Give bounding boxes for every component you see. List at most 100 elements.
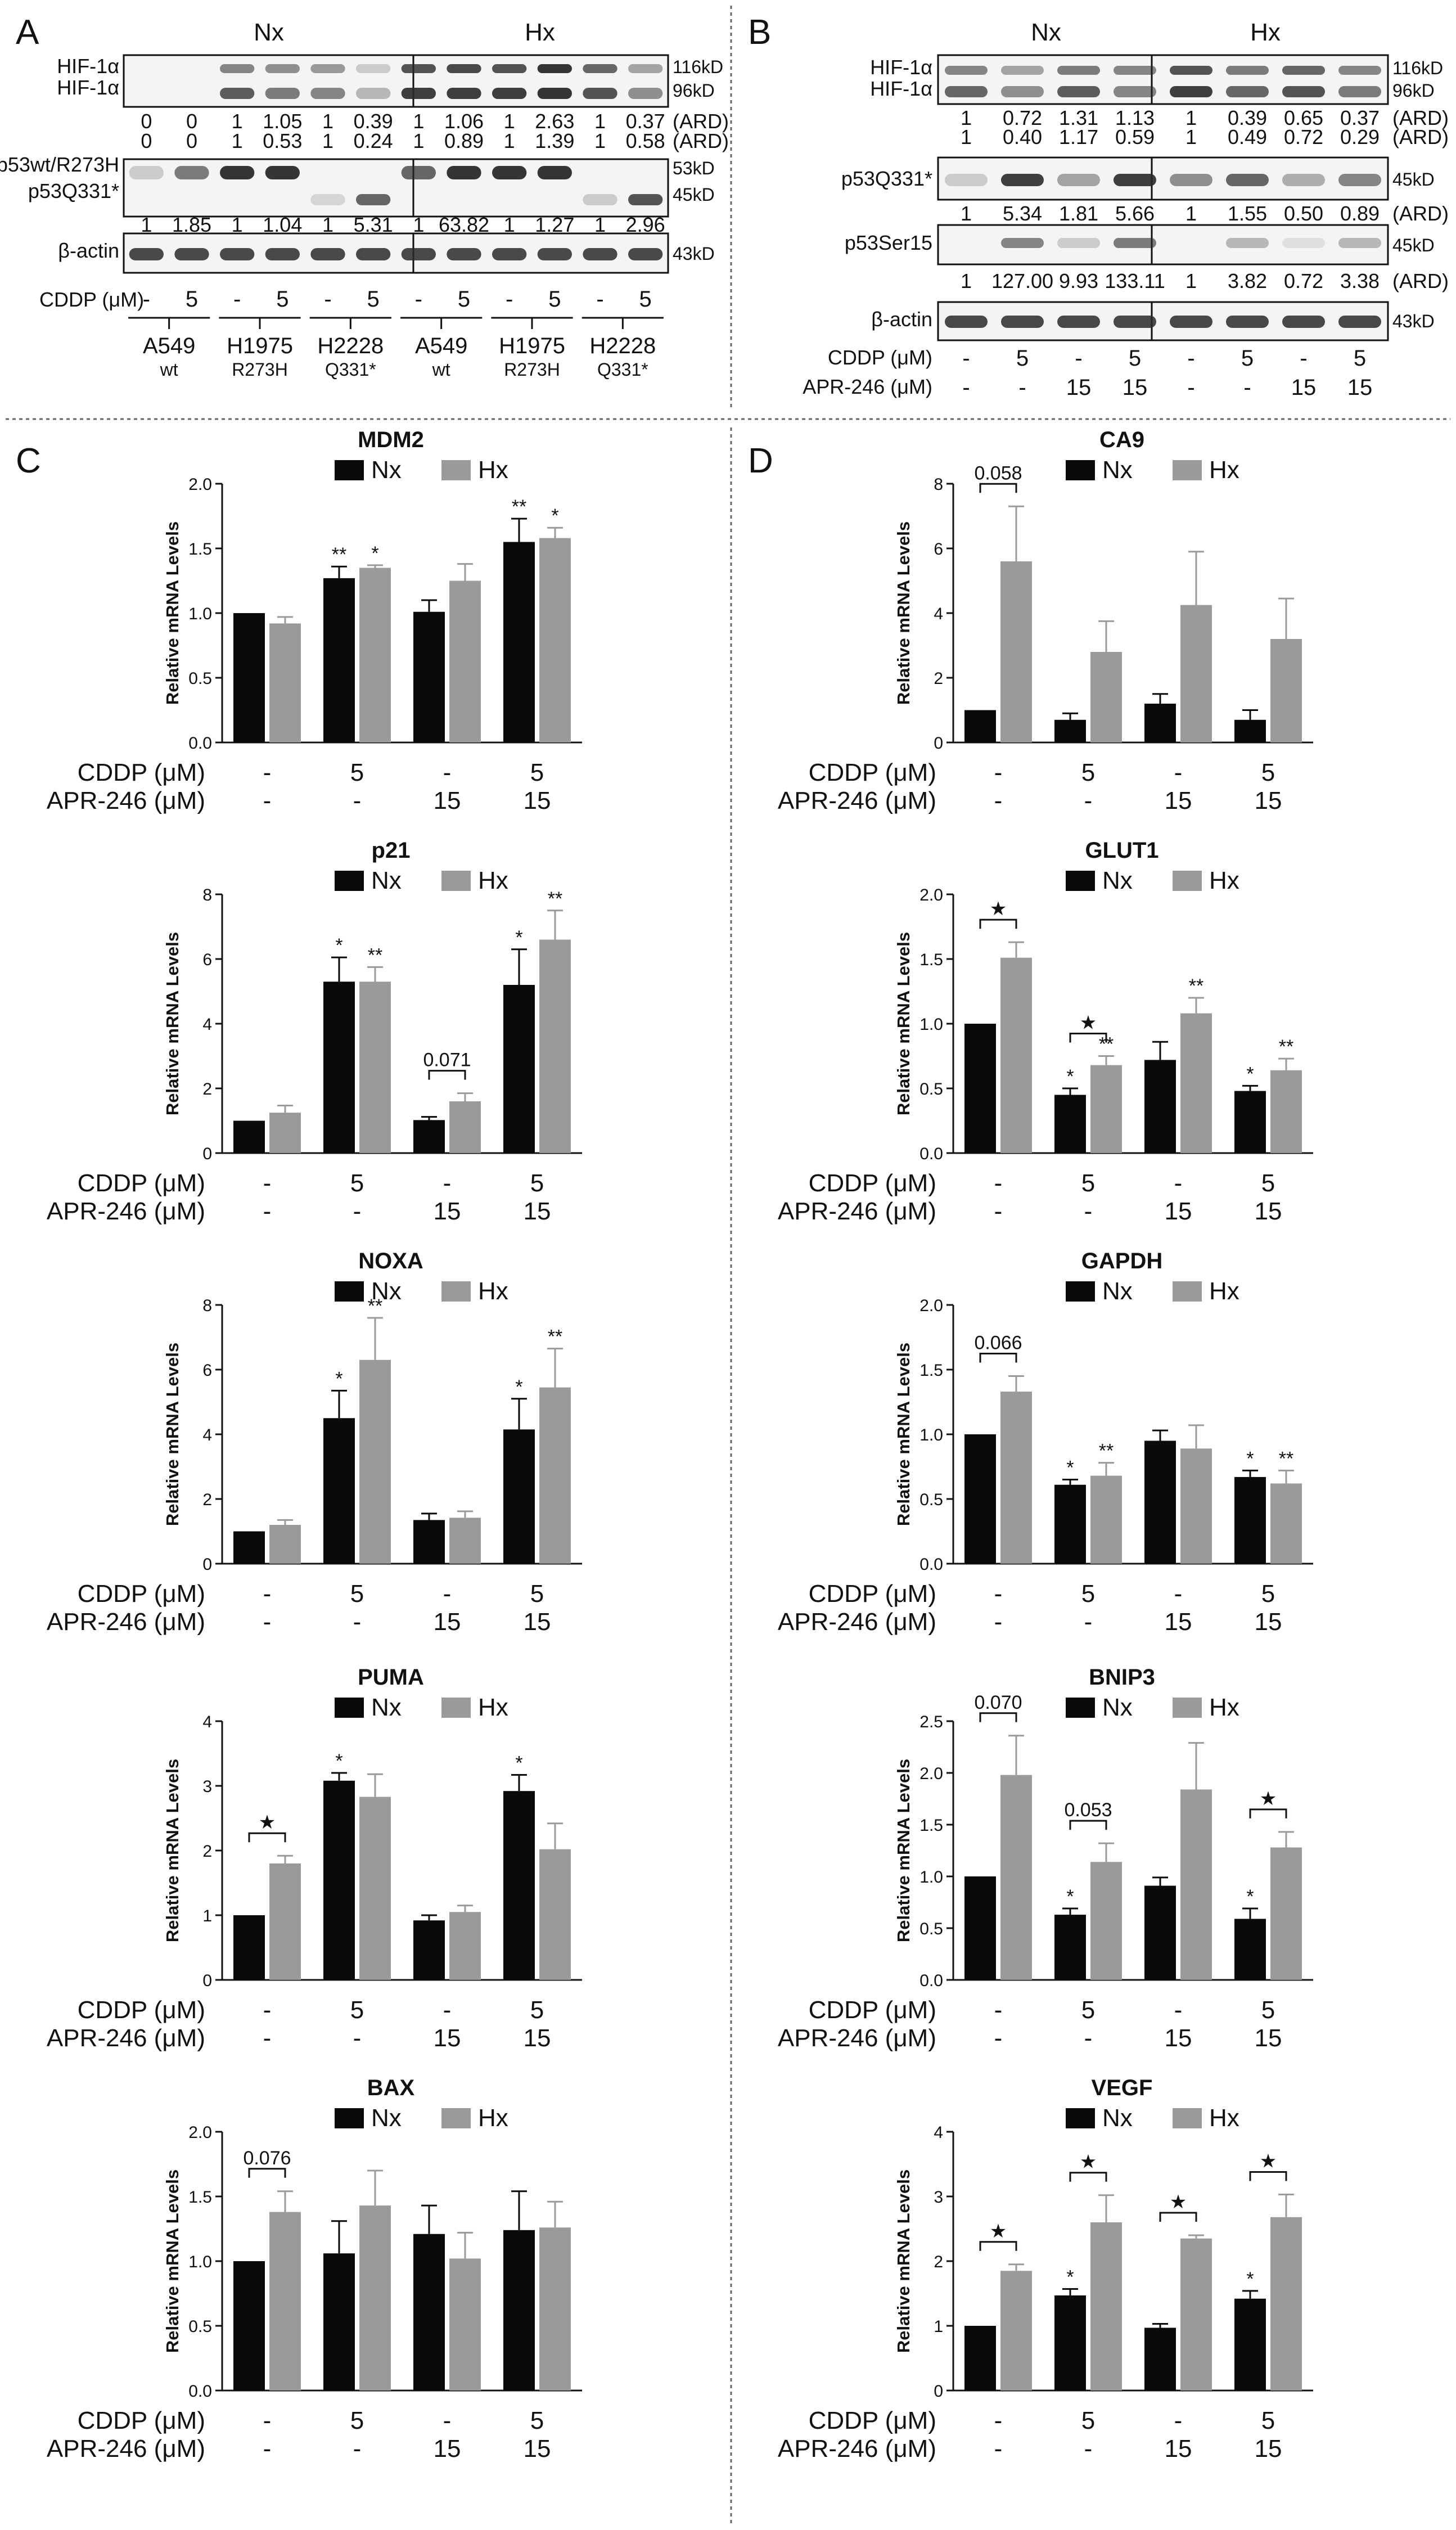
chart-ca9: CA9 Nx Hx 0 2 4 6 8 Relative mRNA Levels 0.058 CDD…	[778, 427, 1313, 814]
blot-a-hif-upper-band-4	[310, 64, 345, 73]
chart-3-bar-nx-1	[323, 1780, 355, 1980]
chart-0-sig-hx-3: *	[551, 505, 558, 526]
chart-9-legend-hx-label: Hx	[1209, 2104, 1239, 2132]
chart-0-bar-hx-3	[539, 538, 571, 742]
blot-a-actin-band-0	[129, 248, 164, 260]
blot-b-hif-upper-band-5	[1226, 66, 1269, 75]
blot-a-cddp-8: -	[506, 287, 513, 312]
chart-5-ytick-label-3: 6	[934, 540, 943, 559]
chart-5-bar-hx-3	[1270, 639, 1302, 742]
chart-1-legend-hx-label: Hx	[478, 867, 508, 894]
blot-b-apr-4: -	[1187, 375, 1194, 400]
chart-7-legend-nx-label: Nx	[1102, 1277, 1133, 1305]
chart-5-bracket-label-0: 0.058	[974, 462, 1022, 484]
blot-a-protein-label-4: β-actin	[58, 239, 119, 262]
blot-a-actin-band-6	[401, 248, 436, 260]
blot-a-genotype-3: wt	[432, 359, 450, 380]
chart-5-ytick-label-1: 2	[934, 669, 943, 688]
chart-2-ytick-label-3: 6	[202, 1361, 212, 1380]
blot-a-actin-band-10	[583, 248, 617, 260]
blot-a-marker-4: 43kD	[673, 244, 715, 264]
chart-7-legend-nx-swatch	[1066, 1281, 1095, 1302]
chart-3-legend-hx-label: Hx	[478, 1694, 508, 1721]
chart-4-bar-hx-2	[449, 2258, 481, 2391]
blot-b-ard-unit-2: (ARD)	[1392, 202, 1449, 225]
chart-9-bracket-1	[1069, 2172, 1107, 2182]
blot-a-p53-ard-3: 1.04	[263, 213, 302, 236]
chart-5-apr-1: -	[1084, 787, 1093, 814]
chart-8-sig-nx-1: *	[1066, 1886, 1074, 1907]
chart-2-bar-hx-3	[539, 1387, 571, 1564]
chart-6-y-axis-label: Relative mRNA Levels	[894, 932, 913, 1115]
chart-2-ytick-label-4: 8	[202, 1296, 212, 1315]
chart-7-cddp-1: 5	[1081, 1580, 1095, 1608]
blot-a-hif-ard1-8: 1	[504, 110, 515, 133]
chart-6-bracket-label-0: ★	[990, 898, 1007, 920]
chart-1-legend-hx-swatch	[441, 871, 471, 891]
blot-a-hif-ard1-2: 1	[232, 110, 243, 133]
blot-a-hif-ard2-3: 0.53	[263, 129, 302, 152]
chart-4-legend-nx-swatch	[335, 2108, 364, 2128]
chart-6-bracket-label-1: ★	[1080, 1012, 1097, 1034]
chart-4-legend-hx-swatch	[441, 2108, 471, 2128]
blot-b-hif-lower-band-4	[1170, 86, 1212, 97]
blot-b-hif-ard1-5: 0.39	[1228, 106, 1267, 129]
blot-b-hif-upper-band-6	[1282, 66, 1325, 75]
blot-a-cddp-3: 5	[276, 287, 289, 312]
chart-8-apr-3: 15	[1255, 2024, 1282, 2052]
chart-2-sig-nx-1: *	[335, 1368, 342, 1389]
chart-9-bar-hx-0	[1000, 2271, 1032, 2391]
chart-2-bar-nx-2	[413, 1520, 445, 1564]
blot-a-actin-band-1	[174, 248, 209, 260]
chart-6-ytick-label-1: 0.5	[919, 1080, 943, 1099]
blot-a-hif-ard2-7: 0.89	[444, 129, 484, 152]
blot-b-protein-label-2: p53Q331*	[841, 167, 932, 190]
chart-3-ytick-label-0: 0	[202, 1971, 212, 1990]
blot-b-hif-ard2-5: 0.49	[1228, 125, 1267, 148]
blot-a-cddp-9: 5	[548, 287, 561, 312]
panel-label-b: B	[748, 13, 771, 52]
blot-b-p53-band-5	[1226, 174, 1269, 186]
chart-4-cddp-0: -	[263, 2407, 272, 2434]
blot-b-actin-band-1	[1001, 316, 1044, 328]
blot-b-marker-4: 43kD	[1392, 311, 1435, 331]
chart-9-ytick-label-4: 4	[934, 2123, 943, 2142]
chart-8-apr-1: -	[1084, 2024, 1093, 2052]
chart-4-bracket-0	[248, 2168, 286, 2178]
blot-b-p53-band-1	[1001, 174, 1044, 186]
chart-2-cddp-label: CDDP (μM)	[78, 1580, 205, 1608]
chart-6-bar-hx-0	[1000, 957, 1032, 1153]
chart-6-legend-nx-label: Nx	[1102, 867, 1133, 894]
chart-5-ytick-label-2: 4	[934, 605, 943, 623]
chart-1-bar-hx-0	[269, 1113, 301, 1153]
chart-6-sig-hx-2: **	[1189, 975, 1203, 997]
chart-4-legend-hx-label: Hx	[478, 2104, 508, 2132]
chart-4-bar-nx-3	[503, 2230, 535, 2391]
chart-9-bar-hx-2	[1180, 2238, 1212, 2391]
blot-a-cddp-0: -	[143, 287, 150, 312]
blot-b-hif-ard1-2: 1.31	[1059, 106, 1098, 129]
blot-a-p53-ard-6: 1	[413, 213, 424, 236]
blot-b-actin-band-4	[1170, 316, 1212, 328]
chart-9-legend-nx-swatch	[1066, 2108, 1095, 2128]
chart-1-legend-nx-label: Nx	[371, 867, 402, 894]
chart-3-bar-hx-1	[359, 1797, 391, 1980]
chart-3-apr-0: -	[263, 2024, 272, 2052]
chart-9-legend-nx-label: Nx	[1102, 2104, 1133, 2132]
chart-8-cddp-2: -	[1174, 1996, 1183, 2024]
blot-b-group-nx: Nx	[1031, 19, 1061, 46]
blot-a-marker-1: 96kD	[673, 80, 715, 101]
blot-a-group-nx: Nx	[254, 19, 284, 46]
blot-a-genotype-4: R273H	[504, 359, 560, 380]
blot-a-hif-lower-band-11	[628, 88, 663, 99]
chart-1-bar-nx-3	[503, 985, 535, 1153]
chart-8-cddp-3: 5	[1261, 1996, 1275, 2024]
chart-6-bar-nx-2	[1144, 1060, 1176, 1153]
chart-9-bar-hx-1	[1090, 2222, 1122, 2391]
chart-4-bar-hx-0	[269, 2212, 301, 2391]
chart-4-apr-2: 15	[434, 2435, 461, 2463]
chart-2-bar-nx-3	[503, 1429, 535, 1564]
chart-9-apr-3: 15	[1255, 2435, 1282, 2463]
chart-4-apr-label: APR-246 (μM)	[47, 2435, 205, 2463]
